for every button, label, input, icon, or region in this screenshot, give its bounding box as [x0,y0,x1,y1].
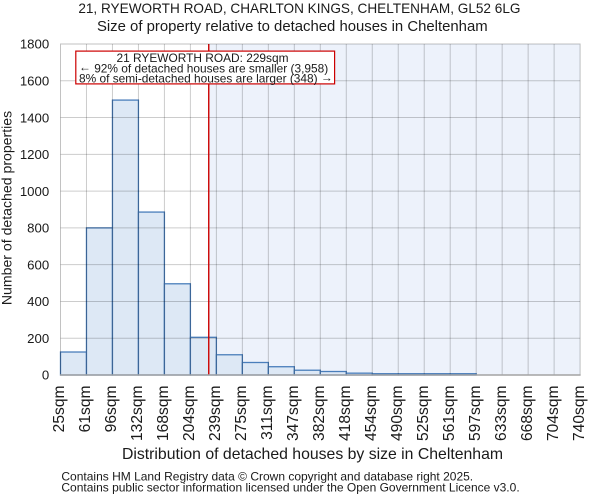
svg-text:Contains HM Land Registry data: Contains HM Land Registry data © Crown c… [61,470,473,484]
svg-text:21, RYEWORTH ROAD, CHARLTON KI: 21, RYEWORTH ROAD, CHARLTON KINGS, CHELT… [78,1,520,16]
svg-text:204sqm: 204sqm [181,386,198,441]
svg-text:61sqm: 61sqm [77,386,94,433]
svg-text:Distribution of detached house: Distribution of detached houses by size … [122,446,503,463]
svg-text:561sqm: 561sqm [441,386,458,441]
svg-text:200: 200 [27,331,49,346]
svg-text:132sqm: 132sqm [129,386,146,441]
svg-text:1800: 1800 [20,37,49,52]
svg-text:21 RYEWORTH ROAD: 229sqm: 21 RYEWORTH ROAD: 229sqm [116,51,288,65]
svg-text:400: 400 [27,294,49,309]
svg-text:1000: 1000 [20,184,49,199]
svg-text:168sqm: 168sqm [155,386,172,441]
svg-text:25sqm: 25sqm [51,386,68,433]
svg-text:1600: 1600 [20,74,49,89]
svg-text:275sqm: 275sqm [233,386,250,441]
svg-text:525sqm: 525sqm [415,386,432,441]
svg-text:Contains public sector informa: Contains public sector information licen… [61,480,519,494]
svg-text:0: 0 [42,368,49,383]
svg-text:96sqm: 96sqm [103,386,120,433]
svg-text:454sqm: 454sqm [363,386,380,441]
svg-text:1400: 1400 [20,110,49,125]
svg-text:8% of semi-detached houses are: 8% of semi-detached houses are larger (3… [79,70,333,85]
svg-text:382sqm: 382sqm [311,386,328,441]
svg-text:633sqm: 633sqm [493,386,510,441]
svg-text:490sqm: 490sqm [389,386,406,441]
svg-text:311sqm: 311sqm [259,386,276,440]
svg-text:740sqm: 740sqm [571,386,588,441]
svg-text:418sqm: 418sqm [337,386,354,441]
svg-text:1200: 1200 [20,147,49,162]
svg-text:704sqm: 704sqm [545,386,562,441]
svg-text:Number of detached properties: Number of detached properties [0,111,15,305]
svg-text:Size of property relative to d: Size of property relative to detached ho… [97,19,488,35]
svg-text:800: 800 [27,221,49,236]
svg-text:239sqm: 239sqm [207,386,224,441]
svg-text:← 92% of detached houses are s: ← 92% of detached houses are smaller (3,… [79,60,328,75]
svg-text:600: 600 [27,257,49,272]
svg-text:668sqm: 668sqm [519,386,536,441]
svg-text:347sqm: 347sqm [285,386,302,441]
svg-text:597sqm: 597sqm [467,386,484,441]
